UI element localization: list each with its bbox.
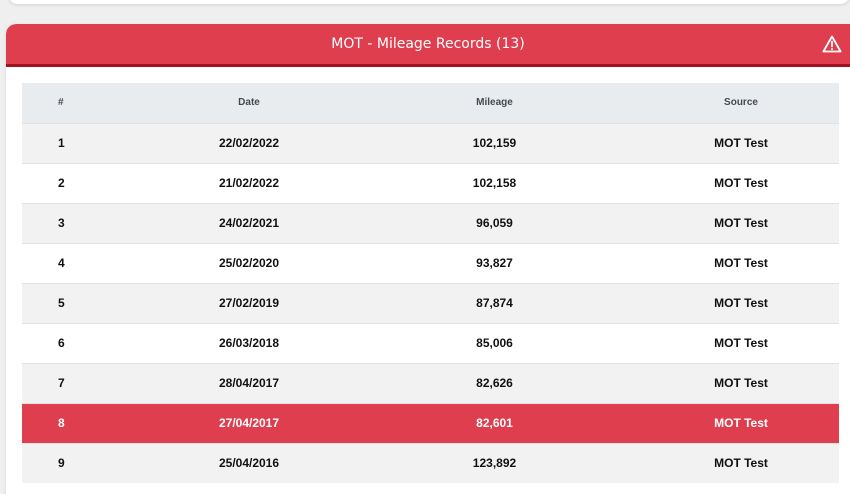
- table-header-row: # Date Mileage Source: [22, 83, 839, 123]
- cell-date: 27/04/2017: [218, 416, 280, 430]
- panel-title: MOT - Mileage Records (13): [331, 36, 525, 52]
- cell-date: 28/04/2017: [218, 376, 280, 390]
- table-row: 1 22/02/2022 102,159 MOT Test: [22, 123, 839, 163]
- cell-number: 1: [58, 136, 65, 150]
- table-row: 9 25/04/2016 123,892 MOT Test: [22, 443, 839, 483]
- cell-number: 9: [58, 456, 65, 471]
- table-row: 5 27/02/2019 87,874 MOT Test: [22, 283, 839, 323]
- cell-date: 25/04/2016: [218, 456, 280, 471]
- table-row: 7 28/04/2017 82,626 MOT Test: [22, 363, 839, 403]
- cell-number: 4: [58, 256, 65, 270]
- cell-mileage: 102,158: [472, 176, 517, 190]
- cell-number: 2: [58, 176, 65, 190]
- cell-source: MOT Test: [714, 416, 768, 430]
- cell-source: MOT Test: [714, 296, 768, 310]
- cell-mileage: 82,601: [476, 416, 513, 430]
- column-header-source[interactable]: Source: [724, 97, 758, 109]
- table-row: 4 25/02/2020 93,827 MOT Test: [22, 243, 839, 283]
- cell-number: 8: [58, 416, 65, 430]
- cell-source: MOT Test: [714, 456, 768, 471]
- cell-number: 6: [58, 336, 65, 350]
- table-row: 6 26/03/2018 85,006 MOT Test: [22, 323, 839, 363]
- cell-source: MOT Test: [714, 256, 768, 270]
- panel-header: MOT - Mileage Records (13): [6, 24, 850, 67]
- cell-mileage: 85,006: [476, 336, 513, 350]
- cell-number: 3: [58, 216, 65, 230]
- table-row: 2 21/02/2022 102,158 MOT Test: [22, 163, 839, 203]
- warning-triangle-icon: [822, 35, 842, 53]
- mileage-table: # Date Mileage Source 1 22/02/2022 102,159…: [22, 83, 839, 483]
- cell-source: MOT Test: [714, 136, 768, 150]
- table-row-flagged: 8 27/04/2017 82,601 MOT Test: [22, 403, 839, 443]
- cell-number: 5: [58, 296, 65, 310]
- previous-card: [8, 0, 850, 4]
- cell-source: MOT Test: [714, 336, 768, 350]
- cell-mileage: 82,626: [476, 376, 513, 390]
- cell-date: 26/03/2018: [218, 336, 280, 350]
- cell-date: 22/02/2022: [218, 136, 280, 150]
- cell-mileage: 93,827: [476, 256, 513, 270]
- cell-source: MOT Test: [714, 216, 768, 230]
- cell-mileage: 102,159: [472, 136, 517, 150]
- cell-mileage: 123,892: [472, 456, 517, 471]
- mileage-table-container: # Date Mileage Source 1 22/02/2022 102,159…: [22, 83, 839, 483]
- cell-source: MOT Test: [714, 376, 768, 390]
- cell-source: MOT Test: [714, 176, 768, 190]
- table-row: 3 24/02/2021 96,059 MOT Test: [22, 203, 839, 243]
- column-header-number[interactable]: #: [58, 97, 64, 109]
- cell-date: 24/02/2021: [218, 216, 280, 230]
- cell-date: 21/02/2022: [218, 176, 280, 190]
- column-header-date[interactable]: Date: [238, 97, 260, 109]
- cell-number: 7: [58, 376, 65, 390]
- cell-mileage: 96,059: [476, 216, 513, 230]
- cell-date: 27/02/2019: [218, 296, 280, 310]
- cell-date: 25/02/2020: [218, 256, 280, 270]
- cell-mileage: 87,874: [476, 296, 513, 310]
- column-header-mileage[interactable]: Mileage: [476, 97, 513, 109]
- mileage-records-panel: MOT - Mileage Records (13) # Date Mileag…: [6, 24, 850, 494]
